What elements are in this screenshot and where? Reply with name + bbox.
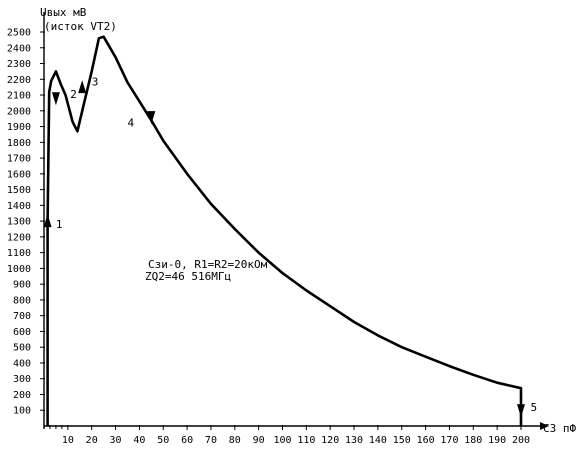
y-tick-label: 500 <box>13 343 31 354</box>
x-tick-label: 180 <box>464 435 482 446</box>
y-tick-label: 1300 <box>7 217 31 228</box>
y-tick-label: 400 <box>13 358 31 369</box>
y-tick-label: 2200 <box>7 75 31 86</box>
y-axis-ticks: 100 200 300 400 500 600 700 800 900 1000 1100 1200 1… <box>7 28 45 417</box>
y-tick-label: 1000 <box>7 264 31 275</box>
x-tick-label: 190 <box>488 435 506 446</box>
y-tick-label: 2000 <box>7 106 31 117</box>
y-tick-label: 1500 <box>7 185 31 196</box>
x-tick-label: 70 <box>205 435 217 446</box>
point-label: 2 <box>70 88 77 101</box>
point-label: 5 <box>531 401 538 414</box>
y-tick-label: 2400 <box>7 43 31 54</box>
y-tick-label: 1800 <box>7 138 31 149</box>
y-tick-label: 1600 <box>7 169 31 180</box>
y-tick-label: 2500 <box>7 28 31 39</box>
x-tick-label: 110 <box>297 435 315 446</box>
curve-arrows <box>43 80 525 418</box>
x-tick-label: 130 <box>345 435 363 446</box>
y-axis-label-sub: (исток VT2) <box>44 20 117 33</box>
x-tick-label: 140 <box>369 435 387 446</box>
x-tick-label: 90 <box>253 435 265 446</box>
y-tick-label: 1200 <box>7 232 31 243</box>
y-tick-label: 2100 <box>7 91 31 102</box>
y-tick-label: 300 <box>13 374 31 385</box>
y-tick-label: 2300 <box>7 59 31 70</box>
x-axis-ticks: 10 20 30 40 50 60 70 80 90 100 110 120 130 140 150 160 1… <box>49 425 530 446</box>
x-tick-label: 40 <box>133 435 145 446</box>
x-tick-label: 10 <box>62 435 74 446</box>
curve-arrow-down <box>51 92 60 106</box>
y-tick-label: 1900 <box>7 122 31 133</box>
y-axis-label: Uвых мВ <box>40 6 87 19</box>
x-tick-label: 170 <box>440 435 458 446</box>
y-tick-label: 1400 <box>7 201 31 212</box>
y-tick-label: 900 <box>13 280 31 291</box>
x-tick-label: 30 <box>110 435 122 446</box>
x-tick-label: 200 <box>512 435 530 446</box>
x-axis-label: C3 пФ <box>543 422 576 435</box>
point-label: 3 <box>92 76 99 89</box>
y-tick-label: 1700 <box>7 154 31 165</box>
series-line <box>46 35 523 426</box>
y-tick-label: 700 <box>13 311 31 322</box>
y-tick-label: 1100 <box>7 248 31 259</box>
x-tick-label: 80 <box>229 435 241 446</box>
params-line-1: Cзи-0, R1=R2=20кОм <box>148 258 268 271</box>
point-label: 1 <box>56 218 63 231</box>
x-axis-arrowhead <box>540 422 549 430</box>
point-annotations: 1 2 3 4 5 <box>56 76 537 414</box>
x-tick-label: 150 <box>393 435 411 446</box>
curve-arrow-up <box>43 214 52 228</box>
x-tick-label: 50 <box>157 435 169 446</box>
y-tick-label: 100 <box>13 406 31 417</box>
point-label: 4 <box>127 117 134 130</box>
y-tick-label: 200 <box>13 390 31 401</box>
y-tick-label: 600 <box>13 327 31 338</box>
x-tick-label: 20 <box>86 435 98 446</box>
x-tick-label: 160 <box>417 435 435 446</box>
curve-arrow-down <box>147 111 156 125</box>
params-line-2: ZQ2=46 516МГц <box>145 270 231 283</box>
x-tick-label: 120 <box>321 435 339 446</box>
curve-arrow-up <box>78 80 87 94</box>
y-tick-label: 800 <box>13 295 31 306</box>
curve-arrow-down <box>517 404 525 418</box>
x-tick-label: 60 <box>181 435 193 446</box>
x-tick-label: 100 <box>273 435 291 446</box>
